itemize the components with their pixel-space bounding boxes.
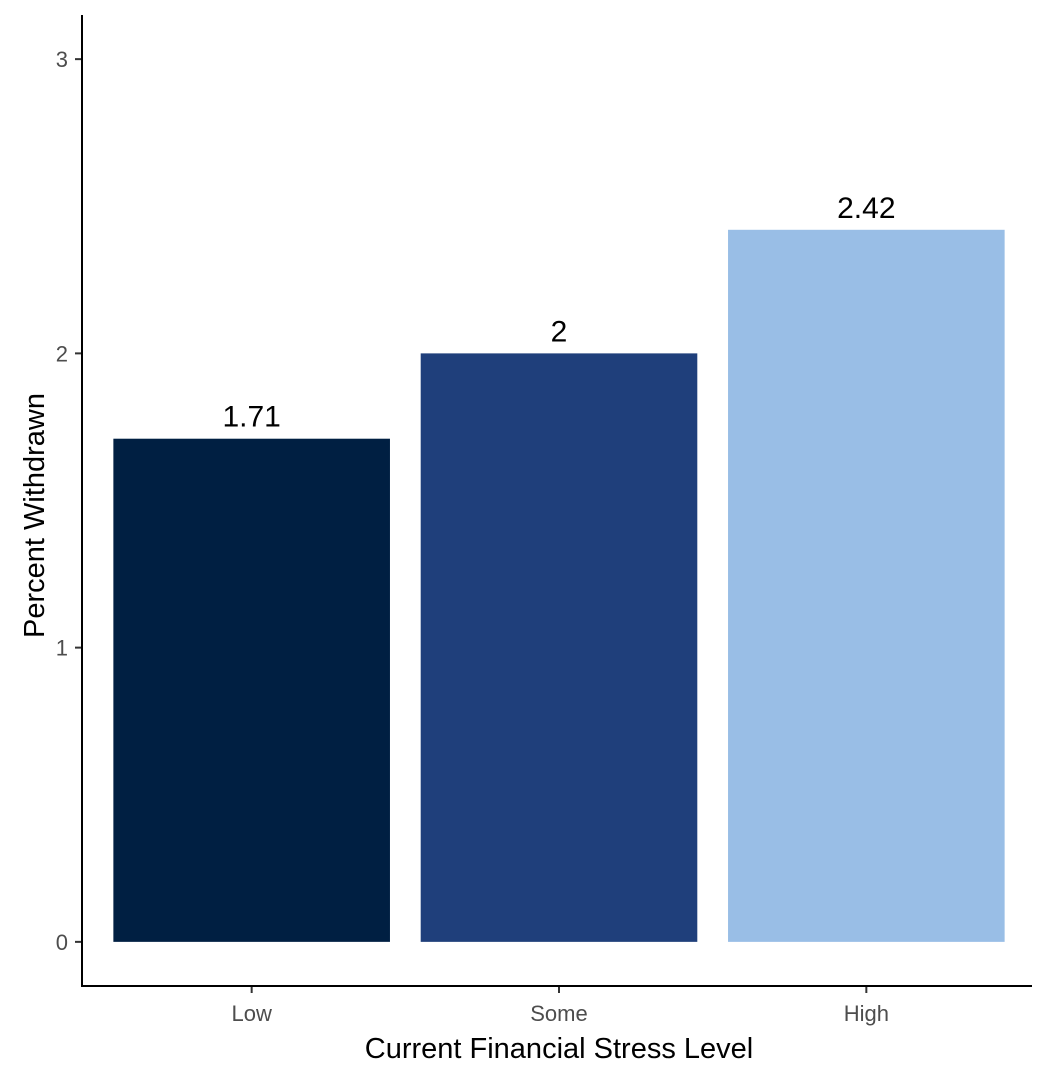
bars-group: [113, 229, 1005, 942]
x-tick-label-some: Some: [530, 1001, 587, 1026]
y-axis-title: Percent Withdrawn: [19, 393, 51, 638]
y-tick-label: 3: [56, 47, 68, 72]
data-labels-group: 1.71 2 2.42: [222, 192, 895, 434]
x-tick-label-high: High: [844, 1001, 889, 1026]
x-axis-title: Current Financial Stress Level: [365, 1033, 753, 1065]
x-axis-ticks: Low Some High: [231, 986, 889, 1026]
data-label-some: 2: [551, 315, 568, 348]
bar-some: [420, 353, 698, 942]
y-axis-ticks: 0 1 2 3: [56, 47, 82, 955]
data-label-low: 1.71: [222, 401, 280, 434]
data-label-high: 2.42: [837, 192, 895, 225]
bar-high: [728, 229, 1005, 942]
y-tick-label: 2: [56, 341, 68, 366]
bar-low: [113, 438, 390, 942]
x-tick-label-low: Low: [231, 1001, 271, 1026]
y-tick-label: 0: [56, 930, 68, 955]
y-tick-label: 1: [56, 636, 68, 661]
